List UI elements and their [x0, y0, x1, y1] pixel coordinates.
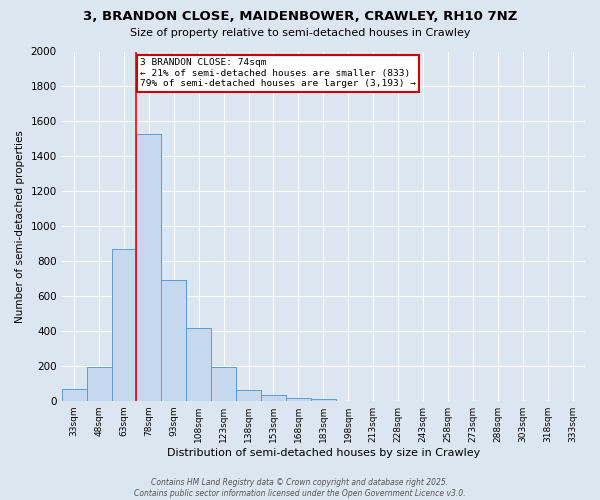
Text: 3 BRANDON CLOSE: 74sqm
← 21% of semi-detached houses are smaller (833)
79% of se: 3 BRANDON CLOSE: 74sqm ← 21% of semi-det… [140, 58, 416, 88]
Bar [311, 399, 336, 400]
Bar [62, 390, 86, 400]
Bar [86, 366, 112, 400]
Bar [261, 396, 286, 400]
Bar [186, 328, 211, 400]
Y-axis label: Number of semi-detached properties: Number of semi-detached properties [15, 130, 25, 322]
Text: Size of property relative to semi-detached houses in Crawley: Size of property relative to semi-detach… [130, 28, 470, 38]
Bar [236, 390, 261, 400]
Text: 3, BRANDON CLOSE, MAIDENBOWER, CRAWLEY, RH10 7NZ: 3, BRANDON CLOSE, MAIDENBOWER, CRAWLEY, … [83, 10, 517, 23]
X-axis label: Distribution of semi-detached houses by size in Crawley: Distribution of semi-detached houses by … [167, 448, 480, 458]
Text: Contains HM Land Registry data © Crown copyright and database right 2025.
Contai: Contains HM Land Registry data © Crown c… [134, 478, 466, 498]
Bar [211, 366, 236, 400]
Bar [136, 134, 161, 400]
Bar [112, 249, 136, 400]
Bar [161, 280, 186, 400]
Bar [286, 398, 311, 400]
